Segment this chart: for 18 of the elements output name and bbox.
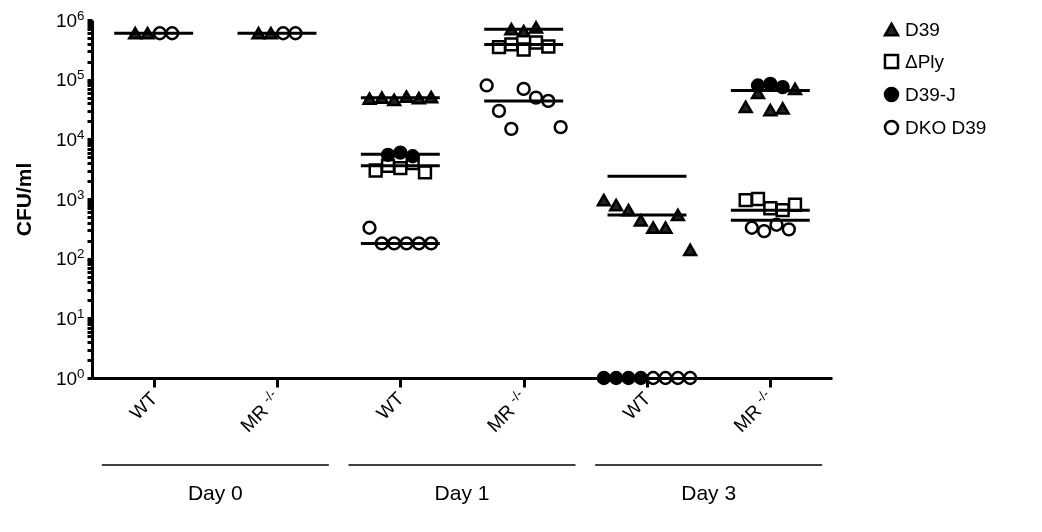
y-tick-label: 10$^{6}$ [55,7,85,31]
x-tick-label: WT [618,387,655,424]
y-tick-label: 10$^{1}$ [55,305,85,329]
x-tick-label: WT [125,387,162,424]
text: Day 0 [187,481,243,504]
legend-label: DKO D39 [905,116,987,138]
text: Day 1 [434,481,490,504]
text: Day 3 [681,481,737,504]
y-axis-title: CFU/ml [11,162,35,237]
legend-label: D39-J [905,83,956,105]
legend-label: D39 [905,18,940,40]
y-tick-label: 10$^{3}$ [55,186,85,210]
y-tick-label: 10$^{2}$ [55,245,85,270]
y-tick-label: 10$^{4}$ [55,126,85,150]
legend-label: ΔPly [905,50,945,72]
y-tick-label: 10$^{5}$ [55,66,85,91]
x-tick-label: WT [372,387,409,424]
y-tick-label: 10$^{0}$ [55,365,85,389]
